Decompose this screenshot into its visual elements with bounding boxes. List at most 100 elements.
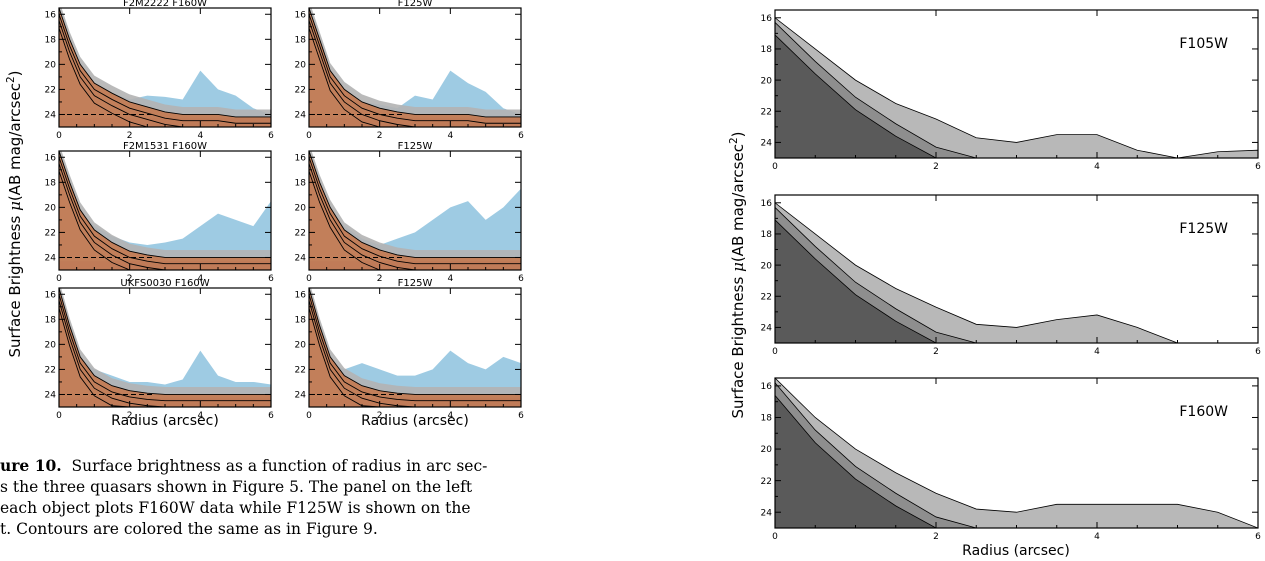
contour-line: [309, 170, 521, 270]
contour-line: [59, 20, 271, 127]
x-tick-label: 4: [197, 131, 203, 141]
y-tick-label: 24: [45, 254, 57, 264]
x-tick-label: 0: [56, 274, 62, 284]
mid-contour-region: [775, 206, 1258, 343]
y-tick-label: 16: [295, 153, 307, 163]
caption-line: t. Contours are colored the same as in F…: [0, 520, 378, 538]
x-tick-label: 6: [518, 411, 524, 421]
y-tick-label: 24: [761, 139, 773, 149]
y-tick-label: 18: [45, 35, 57, 45]
contour-line: [309, 151, 521, 258]
plot-area: [309, 288, 521, 407]
y-tick-label: 16: [295, 10, 307, 20]
plot-area: [59, 8, 271, 127]
y-tick-label: 22: [45, 86, 56, 96]
outer-contour-region: [775, 17, 1258, 158]
gray-contour-region: [59, 151, 271, 270]
panel-label: F160W: [1179, 404, 1228, 420]
x-axis-label: Radius (arcsec): [962, 543, 1070, 559]
y-tick-label: 20: [295, 61, 307, 71]
panel-title: F2M1531 F160W: [123, 141, 207, 152]
y-tick-label: 24: [761, 324, 773, 334]
y-tick-label: 16: [761, 382, 773, 392]
y-tick-label: 24: [761, 508, 773, 518]
y-tick-label: 16: [45, 290, 57, 300]
contour-line: [309, 20, 521, 127]
x-tick-label: 0: [306, 274, 312, 284]
figure-caption: ure 10. Surface brightness as a function…: [0, 455, 487, 540]
y-tick-label: 20: [761, 76, 773, 86]
contour-line: [309, 300, 521, 407]
contour-line: [59, 14, 271, 124]
x-tick-label: 2: [933, 162, 939, 172]
contour-line: [309, 14, 521, 124]
plot-area: [775, 378, 1258, 528]
x-tick-label: 0: [772, 162, 778, 172]
orange-contour-overlay: [59, 288, 271, 407]
panel-label: F125W: [1179, 221, 1228, 237]
contour-line: [309, 294, 521, 402]
outer-contour-region: [775, 202, 1258, 343]
x-tick-label: 2: [377, 274, 383, 284]
contour-line: [59, 288, 271, 395]
panel-label: F105W: [1179, 36, 1228, 52]
y-tick-label: 18: [761, 230, 773, 240]
panel-title: UKFS0030 F160W: [120, 278, 209, 289]
y-tick-label: 22: [295, 366, 306, 376]
x-tick-label: 0: [306, 411, 312, 421]
caption-text: Surface brightness as a function of radi…: [71, 457, 488, 475]
y-tick-label: 16: [295, 290, 307, 300]
contour-line: [59, 163, 271, 270]
y-tick-label: 24: [295, 391, 307, 401]
y-tick-label: 24: [45, 111, 57, 121]
x-tick-label: 4: [447, 411, 453, 421]
x-tick-label: 2: [933, 347, 939, 357]
orange-contour-overlay: [309, 8, 521, 127]
y-tick-label: 16: [761, 199, 773, 209]
contour-line: [309, 8, 521, 118]
x-tick-label: 0: [772, 347, 778, 357]
x-tick-label: 4: [197, 274, 203, 284]
plot-area: [775, 17, 1258, 158]
x-tick-label: 6: [1255, 532, 1261, 542]
x-tick-label: 2: [127, 131, 133, 141]
gray-contour-region: [309, 151, 521, 270]
blue-contour-region: [309, 14, 521, 127]
x-tick-label: 6: [1255, 347, 1261, 357]
y-tick-label: 18: [761, 414, 773, 424]
caption-line: s the three quasars shown in Figure 5. T…: [0, 478, 473, 496]
y-tick-label: 18: [295, 315, 307, 325]
inner-contour-region: [775, 394, 1258, 528]
y-tick-label: 16: [45, 10, 57, 20]
contour-line: [309, 288, 521, 395]
x-tick-label: 0: [306, 131, 312, 141]
contour-line: [59, 170, 271, 270]
y-tick-label: 22: [761, 107, 772, 117]
mid-contour-region: [775, 21, 1258, 158]
x-tick-label: 4: [1094, 532, 1100, 542]
orange-contour-overlay: [59, 8, 271, 127]
orange-contour-overlay: [59, 151, 271, 270]
y-tick-label: 24: [295, 254, 307, 264]
x-tick-label: 0: [56, 131, 62, 141]
contour-line: [59, 300, 271, 407]
y-tick-label: 20: [295, 204, 307, 214]
x-tick-label: 4: [1094, 162, 1100, 172]
outer-contour-region: [775, 378, 1258, 528]
y-tick-label: 20: [45, 341, 57, 351]
plot-area: [309, 8, 521, 127]
y-axis-label: Surface Brightness μ(AB mag/arcsec2): [728, 131, 747, 418]
contour-line: [59, 8, 271, 118]
y-tick-label: 22: [295, 86, 306, 96]
y-tick-label: 20: [45, 61, 57, 71]
orange-contour-overlay: [309, 288, 521, 407]
contour-line: [59, 157, 271, 265]
caption-line: each object plots F160W data while F125W…: [0, 499, 471, 517]
